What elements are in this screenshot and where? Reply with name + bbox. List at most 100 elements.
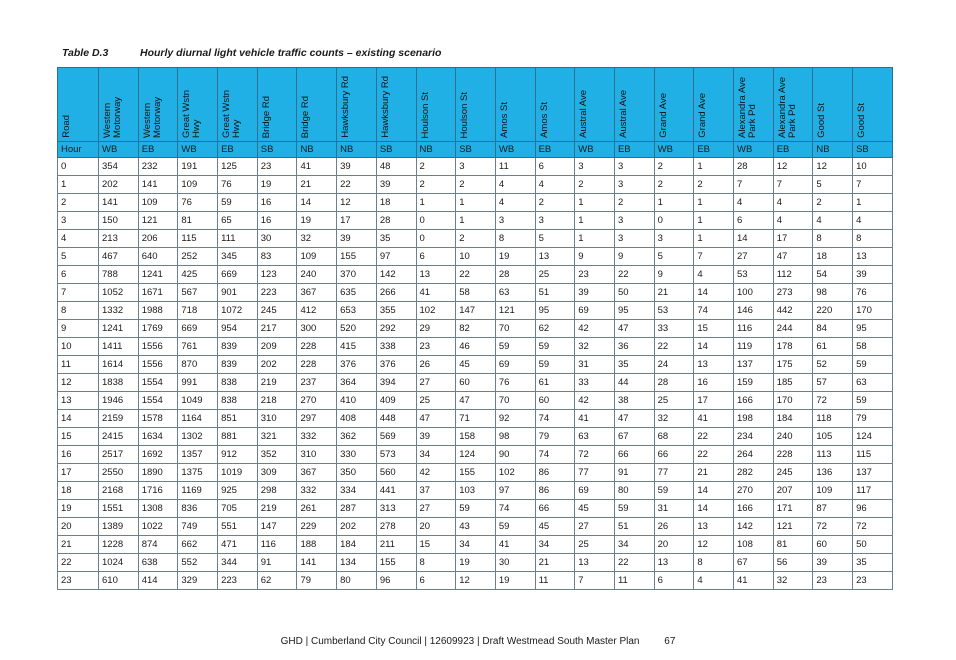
- count-cell: 20: [415, 517, 457, 536]
- hour-cell: 18: [57, 481, 99, 500]
- hour-cell: 19: [57, 499, 99, 518]
- table-row: 0 354 232 191 125 23 41 39 48 2 3 11 6 3 3 2 1 28 12 12 10: [57, 157, 893, 176]
- count-cell: 125: [217, 157, 258, 176]
- count-cell: 92: [494, 409, 536, 428]
- count-cell: 54: [812, 265, 854, 284]
- count-cell: 53: [733, 265, 774, 284]
- count-cell: 191: [177, 157, 219, 176]
- count-cell: 41: [296, 157, 338, 176]
- count-cell: 9: [653, 265, 695, 284]
- count-cell: 13: [534, 247, 576, 266]
- count-cell: 57: [812, 373, 854, 392]
- count-cell: 81: [177, 211, 219, 230]
- count-cell: 1: [574, 229, 615, 248]
- count-cell: 25: [534, 265, 576, 284]
- count-cell: 1: [693, 157, 734, 176]
- count-cell: 97: [375, 247, 417, 266]
- count-cell: 4: [693, 571, 734, 590]
- count-cell: 59: [653, 481, 695, 500]
- column-header-road: Great Wstn Hwy: [177, 67, 219, 142]
- count-cell: 354: [98, 157, 139, 176]
- table-row: 22 1024 638 552 344 91 141 134 155 8 19 30 21 13 22 13 8…: [57, 553, 893, 572]
- count-cell: 39: [336, 157, 377, 176]
- count-cell: 74: [494, 499, 536, 518]
- column-header-road: Hawksbury Rd: [336, 67, 377, 142]
- count-cell: 240: [772, 427, 814, 446]
- count-cell: 19: [296, 211, 338, 230]
- count-cell: 86: [534, 481, 576, 500]
- count-cell: 39: [375, 175, 417, 194]
- count-cell: 25: [653, 391, 695, 410]
- count-cell: 1: [693, 211, 734, 230]
- count-cell: 27: [415, 499, 457, 518]
- count-cell: 6: [733, 211, 774, 230]
- hour-cell: 13: [57, 391, 99, 410]
- count-cell: 310: [296, 445, 338, 464]
- count-cell: 448: [375, 409, 417, 428]
- count-cell: 2: [415, 157, 457, 176]
- count-cell: 17: [693, 391, 734, 410]
- count-cell: 1022: [137, 517, 179, 536]
- hour-cell: 22: [57, 553, 99, 572]
- table-row: 10 1411 1556 761 839 209 228 415 338 23 46 59 59 32 36…: [57, 337, 893, 356]
- column-header-label: Alexandra Ave Park Pd: [776, 76, 798, 138]
- count-cell: 170: [852, 301, 893, 320]
- count-cell: 80: [613, 481, 655, 500]
- count-cell: 1389: [98, 517, 139, 536]
- count-cell: 11: [494, 157, 536, 176]
- count-cell: 2: [653, 175, 695, 194]
- count-cell: 4: [733, 193, 774, 212]
- count-cell: 345: [217, 247, 258, 266]
- count-cell: 309: [256, 463, 298, 482]
- count-cell: 59: [494, 337, 536, 356]
- count-cell: 61: [812, 337, 854, 356]
- count-cell: 209: [256, 337, 298, 356]
- count-cell: 838: [217, 391, 258, 410]
- count-cell: 338: [375, 337, 417, 356]
- count-cell: 50: [613, 283, 655, 302]
- count-cell: 175: [772, 355, 814, 374]
- column-header-road: Alexandra Ave Park Pd: [772, 67, 814, 142]
- count-cell: 1019: [217, 463, 258, 482]
- count-cell: 70: [494, 319, 536, 338]
- count-cell: 551: [217, 517, 258, 536]
- count-cell: 45: [574, 499, 615, 518]
- count-cell: 102: [494, 463, 536, 482]
- column-header-label: Houlson St: [459, 91, 471, 138]
- column-header-direction: EB: [217, 141, 258, 158]
- count-cell: 21: [653, 283, 695, 302]
- hour-cell: 5: [57, 247, 99, 266]
- table-row: 20 1389 1022 749 551 147 229 202 278 20 43 59 45 27 51…: [57, 517, 893, 536]
- count-cell: 42: [574, 319, 615, 338]
- count-cell: 79: [296, 571, 338, 590]
- column-header-direction: SB: [455, 141, 496, 158]
- count-cell: 26: [415, 355, 457, 374]
- count-cell: 41: [494, 535, 536, 554]
- count-cell: 35: [613, 355, 655, 374]
- count-cell: 109: [296, 247, 338, 266]
- count-cell: 70: [494, 391, 536, 410]
- count-cell: 72: [852, 517, 893, 536]
- count-cell: 83: [256, 247, 298, 266]
- table-row: 4 213 206 115 111 30 32 39 35 0 2 8 5 1 3 3 1 14 17 8 8: [57, 229, 893, 248]
- count-cell: 170: [772, 391, 814, 410]
- count-cell: 394: [375, 373, 417, 392]
- count-cell: 442: [772, 301, 814, 320]
- count-cell: 26: [653, 517, 695, 536]
- count-cell: 166: [733, 391, 774, 410]
- count-cell: 220: [812, 301, 854, 320]
- count-cell: 1: [693, 193, 734, 212]
- column-header-label: Bridge Rd: [260, 95, 272, 138]
- column-header-road: Amos St: [494, 67, 536, 142]
- count-cell: 59: [455, 499, 496, 518]
- count-cell: 252: [177, 247, 219, 266]
- count-cell: 24: [653, 355, 695, 374]
- count-cell: 50: [852, 535, 893, 554]
- count-cell: 142: [733, 517, 774, 536]
- table-number: Table D.3: [62, 47, 109, 59]
- count-cell: 362: [336, 427, 377, 446]
- count-cell: 7: [852, 175, 893, 194]
- table-row: 18 2168 1716 1169 925 298 332 334 441 37 103 97 86 69…: [57, 481, 893, 500]
- count-cell: 2: [455, 175, 496, 194]
- count-cell: 41: [574, 409, 615, 428]
